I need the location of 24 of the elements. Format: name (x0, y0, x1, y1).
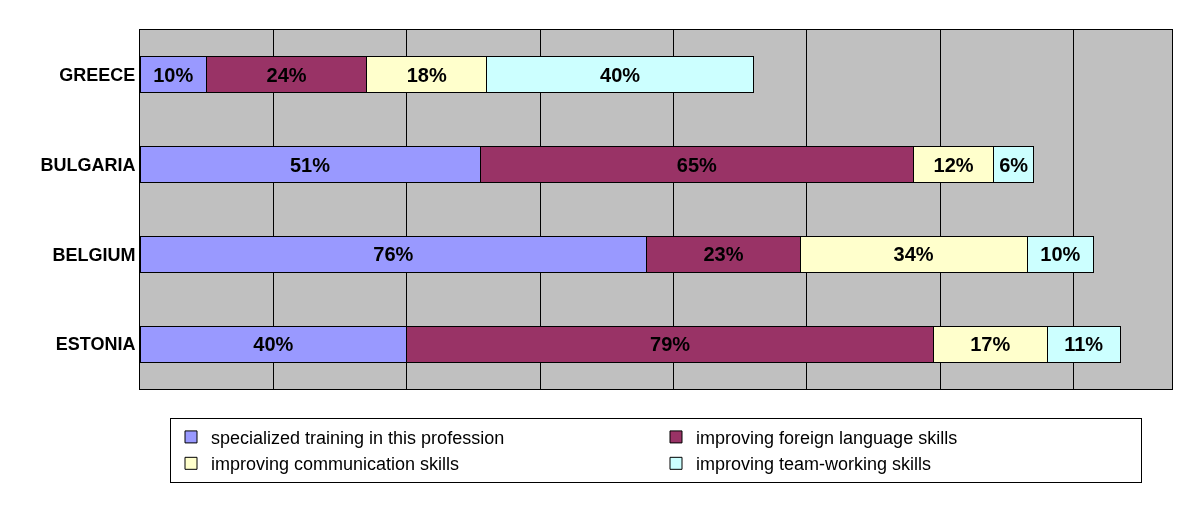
data-label: 17% (970, 333, 1011, 356)
data-label: 40% (253, 333, 294, 356)
legend-label: improving foreign language skills (696, 427, 958, 448)
data-label: 51% (289, 153, 331, 176)
y-tick-label: GREECE (59, 65, 136, 86)
data-label: 24% (266, 63, 307, 86)
data-label: 40% (600, 63, 641, 86)
data-label: 10% (153, 63, 194, 86)
data-label: 12% (933, 153, 974, 176)
legend-label: specialized training in this profession (211, 427, 505, 448)
y-tick-label: ESTONIA (55, 334, 136, 355)
legend-label: improving team-working skills (696, 454, 932, 475)
data-label: 76% (373, 243, 414, 266)
data-label: 18% (406, 63, 447, 86)
y-tick-label: BULGARIA (40, 154, 136, 175)
data-label: 65% (676, 153, 718, 176)
y-tick-label: BELGIUM (52, 244, 136, 265)
data-label: 10% (1040, 243, 1081, 266)
data-label: 23% (703, 243, 744, 266)
data-label: 11% (1064, 333, 1104, 356)
data-label: 79% (650, 333, 691, 356)
legend-label: improving communication skills (211, 454, 460, 475)
data-label: 6% (999, 153, 1029, 176)
data-label: 34% (893, 243, 934, 266)
